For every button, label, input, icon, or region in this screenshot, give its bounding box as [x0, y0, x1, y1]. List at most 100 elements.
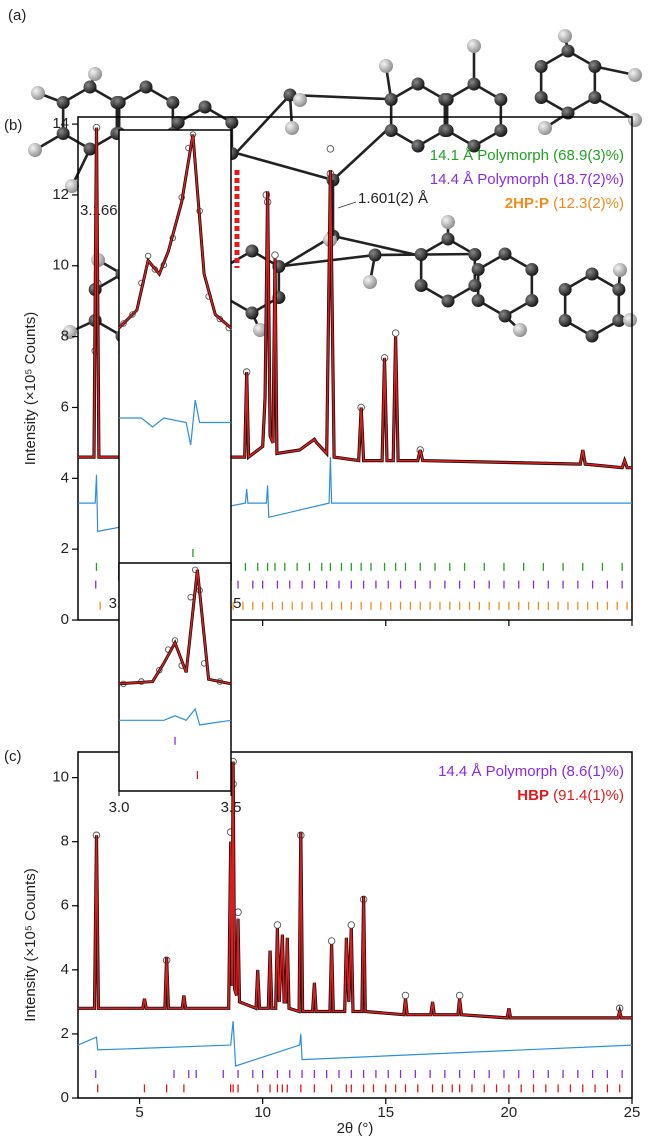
legend-fraction: (12.3(2)%) [553, 195, 624, 212]
legend-fraction: (18.7(2)%) [553, 171, 624, 188]
legend-name: HBP [517, 787, 549, 804]
carbon-atom [385, 124, 398, 137]
carbon-atom [415, 248, 428, 261]
legend-name: 14.1 Å Polymorph [430, 147, 549, 164]
y-tick-label: 12 [52, 186, 69, 203]
carbon-atom [442, 233, 455, 246]
carbon-atom [415, 279, 428, 292]
carbon-atom [84, 143, 97, 156]
y-tick-label: 2 [61, 540, 69, 557]
carbon-atom [412, 78, 425, 91]
hydrogen-atom [513, 323, 527, 337]
x-axis-title: 2θ (°) [337, 1120, 374, 1137]
carbon-atom [385, 93, 398, 106]
carbon-atom [559, 283, 572, 296]
observed-point [348, 922, 355, 929]
legend-entry: 14.4 Å Polymorph (18.7(2)%) [430, 171, 624, 188]
observed-point [274, 922, 281, 929]
carbon-atom [586, 330, 599, 343]
hydrogen-atom [363, 275, 377, 289]
carbon-atom [535, 60, 548, 73]
y-tick-label: 6 [61, 398, 69, 415]
carbon-atom [588, 91, 601, 104]
carbon-atom [246, 307, 259, 320]
hydrogen-atom [88, 67, 102, 81]
carbon-atom [412, 140, 425, 153]
carbon-atom [441, 124, 454, 137]
y-tick-label: 14 [52, 115, 69, 132]
inset-x-tick-label: 3.5 [221, 799, 242, 816]
inset-frame [119, 130, 231, 580]
carbon-atom [468, 78, 481, 91]
x-tick-label: 10 [254, 1104, 271, 1121]
y-tick-label: 4 [61, 961, 69, 978]
carbon-atom [559, 314, 572, 327]
hydrogen-atom [538, 121, 552, 135]
inset-x-tick-label: 3.0 [109, 799, 130, 816]
inset-frame [119, 563, 231, 791]
carbon-atom [494, 93, 507, 106]
carbon-atom [442, 295, 455, 308]
distance-label: 1.601(2) Å [358, 190, 428, 207]
observed-point [392, 330, 399, 337]
legend-name: 2HP:P [505, 195, 549, 212]
carbon-atom [525, 263, 538, 276]
carbon-atom [84, 81, 97, 94]
carbon-atom [535, 91, 548, 104]
legend-entry: HBP (91.4(1)%) [517, 787, 624, 804]
bond [236, 153, 333, 180]
y-axis-title: Intensity (×10⁵ Counts) [22, 868, 39, 1021]
legend-entry: 14.4 Å Polymorph (8.6(1)%) [438, 763, 624, 780]
carbon-atom [612, 283, 625, 296]
hydrogen-atom [628, 68, 642, 82]
legend-entry: 14.1 Å Polymorph (68.9(3)%) [430, 147, 624, 164]
bond [333, 130, 387, 180]
x-tick-label: 20 [501, 1104, 518, 1121]
carbon-atom [140, 81, 153, 94]
y-tick-label: 6 [61, 897, 69, 914]
hydrogen-atom [467, 39, 481, 53]
observed-point [328, 938, 335, 945]
y-tick-label: 4 [61, 469, 69, 486]
hydrogen-atom [31, 86, 45, 100]
carbon-atom [525, 294, 538, 307]
carbon-atom [166, 96, 179, 109]
x-tick-label: 25 [624, 1104, 641, 1121]
hydrogen-atom [293, 93, 307, 107]
legend-entry: 2HP:P (12.3(2)%) [505, 195, 624, 212]
y-tick-label: 10 [52, 769, 69, 786]
carbon-atom [494, 124, 507, 137]
observed-point [272, 252, 279, 259]
hydrogen-atom [379, 59, 393, 73]
carbon-atom [588, 60, 601, 73]
y-tick-label: 0 [61, 1089, 69, 1106]
difference-line [78, 1021, 632, 1066]
x-tick-label: 5 [135, 1104, 143, 1121]
carbon-atom [586, 268, 599, 281]
hydrogen-atom [613, 263, 627, 277]
hydrogen-atom [441, 215, 455, 229]
legend-name: 14.4 Å Polymorph [430, 171, 549, 188]
legend-fraction: (68.9(3)%) [553, 147, 624, 164]
legend-name: 14.4 Å Polymorph [438, 763, 557, 780]
carbon-atom [199, 101, 212, 114]
carbon-atom [441, 93, 454, 106]
panel-label: (c) [4, 748, 22, 765]
observed-point [456, 992, 463, 999]
carbon-atom [57, 96, 70, 109]
legend-fraction: (91.4(1)%) [553, 787, 624, 804]
hydrogen-atom [623, 313, 637, 327]
legend-fraction: (8.6(1)%) [561, 763, 624, 780]
hydrogen-atom [628, 113, 642, 127]
y-tick-label: 8 [61, 328, 69, 345]
carbon-atom [172, 116, 185, 129]
x-tick-label: 15 [377, 1104, 394, 1121]
hydrogen-atom [558, 29, 572, 43]
figure: (a) 3.166(2) Å 1.601(2) Å 02468101214Int… [0, 0, 648, 1137]
carbon-atom [468, 279, 481, 292]
carbon-atom [499, 310, 512, 323]
y-axis-title: Intensity (×10⁵ Counts) [22, 312, 39, 465]
carbon-atom [225, 116, 238, 129]
observed-point [235, 909, 242, 916]
panel-label: (b) [4, 117, 22, 134]
